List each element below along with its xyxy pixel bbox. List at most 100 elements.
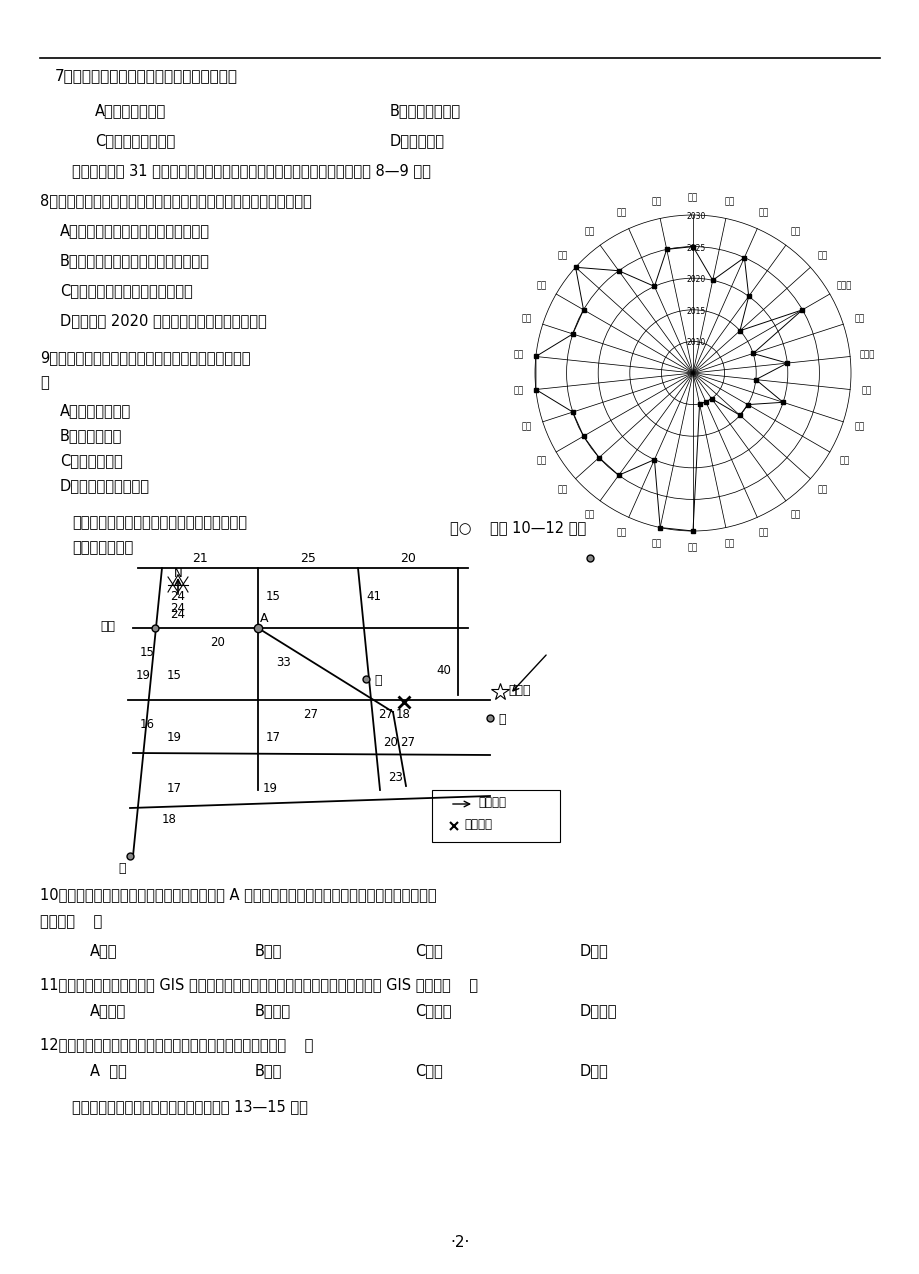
Text: 陕西: 陕西 <box>758 209 768 218</box>
Text: D．社会经济发展水平: D．社会经济发展水平 <box>60 478 150 493</box>
Text: 山西: 山西 <box>651 197 661 206</box>
Text: B．南方地区均较早，北方地区均较晚: B．南方地区均较早，北方地区均较晚 <box>60 254 210 268</box>
FancyBboxPatch shape <box>432 790 560 842</box>
Text: 2015: 2015 <box>686 307 705 316</box>
Text: 甲○    回答 10—12 题。: 甲○ 回答 10—12 题。 <box>449 520 585 535</box>
Text: 33: 33 <box>276 656 290 669</box>
Text: 天津: 天津 <box>758 529 768 538</box>
Text: C．丙: C．丙 <box>414 1063 442 1078</box>
Text: 湖南: 湖南 <box>584 227 595 236</box>
Text: 18: 18 <box>162 813 176 826</box>
Text: 学校: 学校 <box>100 620 115 633</box>
Text: 广西: 广西 <box>557 485 567 494</box>
Text: ·2·: ·2· <box>449 1235 470 1250</box>
Text: 吉林: 吉林 <box>854 423 864 432</box>
Text: 广东: 广东 <box>817 251 827 260</box>
Text: 黑龙江: 黑龙江 <box>858 350 874 359</box>
Text: 北京: 北京 <box>789 510 800 519</box>
Text: C．东部地区较早，西部地区较晚: C．东部地区较早，西部地区较晚 <box>60 283 193 298</box>
Text: 丁: 丁 <box>118 862 125 875</box>
Text: 20: 20 <box>210 636 224 648</box>
Text: D．直辖市 2020 年前都实现了「人口零增长」: D．直辖市 2020 年前都实现了「人口零增长」 <box>60 313 267 327</box>
Text: 15: 15 <box>266 590 280 603</box>
Text: 12．该城市计划布局一座垃圾焚烧发电厂，较适宜的选址为（    ）: 12．该城市计划布局一座垃圾焚烧发电厂，较适宜的选址为（ ） <box>40 1037 313 1052</box>
Text: 湖北: 湖北 <box>854 315 864 324</box>
Text: A: A <box>260 612 268 626</box>
Text: D．输出: D．输出 <box>579 1003 617 1018</box>
Text: 甘肃: 甘肃 <box>651 540 661 549</box>
Text: B．乙: B．乙 <box>255 1063 282 1078</box>
Text: 20: 20 <box>400 552 415 564</box>
Text: A．沿海地区均较早，内陆地区均较晚: A．沿海地区均较早，内陆地区均较晚 <box>60 223 210 238</box>
Text: 丙: 丙 <box>497 713 505 726</box>
Text: 8．我国不同区域出现「人口零增长」的时间差异显著，总体上表现为: 8．我国不同区域出现「人口零增长」的时间差异显著，总体上表现为 <box>40 192 312 208</box>
Text: 四川: 四川 <box>687 194 698 203</box>
Text: 下图示意我国 31 个省级行政区计划实现「人口零增长」的时间。读图回答 8—9 题。: 下图示意我国 31 个省级行政区计划实现「人口零增长」的时间。读图回答 8—9 … <box>72 163 430 178</box>
Text: 辽宁: 辽宁 <box>817 485 827 494</box>
Text: 2020: 2020 <box>686 275 705 284</box>
Text: 内蒙古: 内蒙古 <box>836 282 851 290</box>
Text: A．东: A．东 <box>90 943 118 958</box>
Text: 云南: 云南 <box>584 510 595 519</box>
Text: 24: 24 <box>170 603 186 615</box>
Text: 方向为（    ）: 方向为（ ） <box>40 913 102 929</box>
Text: 19: 19 <box>167 731 182 744</box>
Text: 上海: 上海 <box>723 540 733 549</box>
Text: 18: 18 <box>395 708 411 721</box>
Text: 2010: 2010 <box>686 339 705 348</box>
Text: 27: 27 <box>378 708 392 721</box>
Text: 福建: 福建 <box>723 197 733 206</box>
Text: D．北: D．北 <box>579 943 608 958</box>
Text: 15: 15 <box>167 669 182 682</box>
Text: C．人口迁移率: C．人口迁移率 <box>60 454 122 468</box>
Text: 2025: 2025 <box>686 243 705 252</box>
Text: 新疆: 新疆 <box>557 251 567 260</box>
Text: 道路长度。读图: 道路长度。读图 <box>72 540 133 555</box>
Text: 江西: 江西 <box>536 456 546 465</box>
Text: 河北: 河北 <box>536 282 546 290</box>
Text: 盛行风向: 盛行风向 <box>478 796 505 809</box>
Text: 19: 19 <box>263 782 278 795</box>
Text: 24: 24 <box>170 590 185 603</box>
Text: 海南: 海南 <box>521 423 531 432</box>
Text: B．城市化水平: B．城市化水平 <box>60 428 122 443</box>
Text: 贵州: 贵州 <box>616 529 626 538</box>
Text: 41: 41 <box>366 590 380 603</box>
Text: 西藏: 西藏 <box>687 544 698 553</box>
Text: 23: 23 <box>388 771 403 784</box>
Text: B．管理: B．管理 <box>255 1003 290 1018</box>
Text: A．交通便利程度: A．交通便利程度 <box>60 403 131 418</box>
Text: 宁夏: 宁夏 <box>514 350 524 359</box>
Text: 断道施工: 断道施工 <box>463 818 492 831</box>
Text: 青海: 青海 <box>514 387 524 396</box>
Text: 27: 27 <box>302 708 318 721</box>
Text: C．太阳直射点移动: C．太阳直射点移动 <box>95 132 175 148</box>
Text: 河南: 河南 <box>521 315 531 324</box>
Text: 乙: 乙 <box>374 674 381 687</box>
Text: 浙江: 浙江 <box>861 387 871 396</box>
Text: A．输入: A．输入 <box>90 1003 126 1018</box>
Text: 24: 24 <box>170 608 185 620</box>
Text: 科技馆: 科技馆 <box>507 684 530 697</box>
Text: A．夏季风的强弱: A．夏季风的强弱 <box>95 103 166 118</box>
Text: 25: 25 <box>300 552 315 564</box>
Text: 11．老师要利用学校建成的 GIS 了解全班同学居住点的空间分布状况，主要用到的 GIS 功能是（    ）: 11．老师要利用学校建成的 GIS 了解全班同学居住点的空间分布状况，主要用到的… <box>40 977 478 992</box>
Text: B．冬季风的强弱: B．冬季风的强弱 <box>390 103 460 118</box>
Text: D．丁: D．丁 <box>579 1063 608 1078</box>
Text: A  ．甲: A ．甲 <box>90 1063 127 1078</box>
Text: N: N <box>174 567 182 580</box>
Text: C．西: C．西 <box>414 943 442 958</box>
Text: 2030: 2030 <box>686 211 705 220</box>
Text: C．分析: C．分析 <box>414 1003 451 1018</box>
Text: 17: 17 <box>167 782 182 795</box>
Text: 江苏: 江苏 <box>838 456 849 465</box>
Text: 重庆: 重庆 <box>616 209 626 218</box>
Text: 21: 21 <box>192 552 208 564</box>
Text: 山东: 山东 <box>789 227 800 236</box>
Text: 19: 19 <box>136 669 151 682</box>
Text: D．厄尔尼诺: D．厄尔尼诺 <box>390 132 445 148</box>
Text: 7．影响我国东部地区雨带移动的直接因素是: 7．影响我国东部地区雨带移动的直接因素是 <box>55 68 238 83</box>
Text: 17: 17 <box>266 731 280 744</box>
Text: 40: 40 <box>436 664 450 676</box>
Text: B．南: B．南 <box>255 943 282 958</box>
